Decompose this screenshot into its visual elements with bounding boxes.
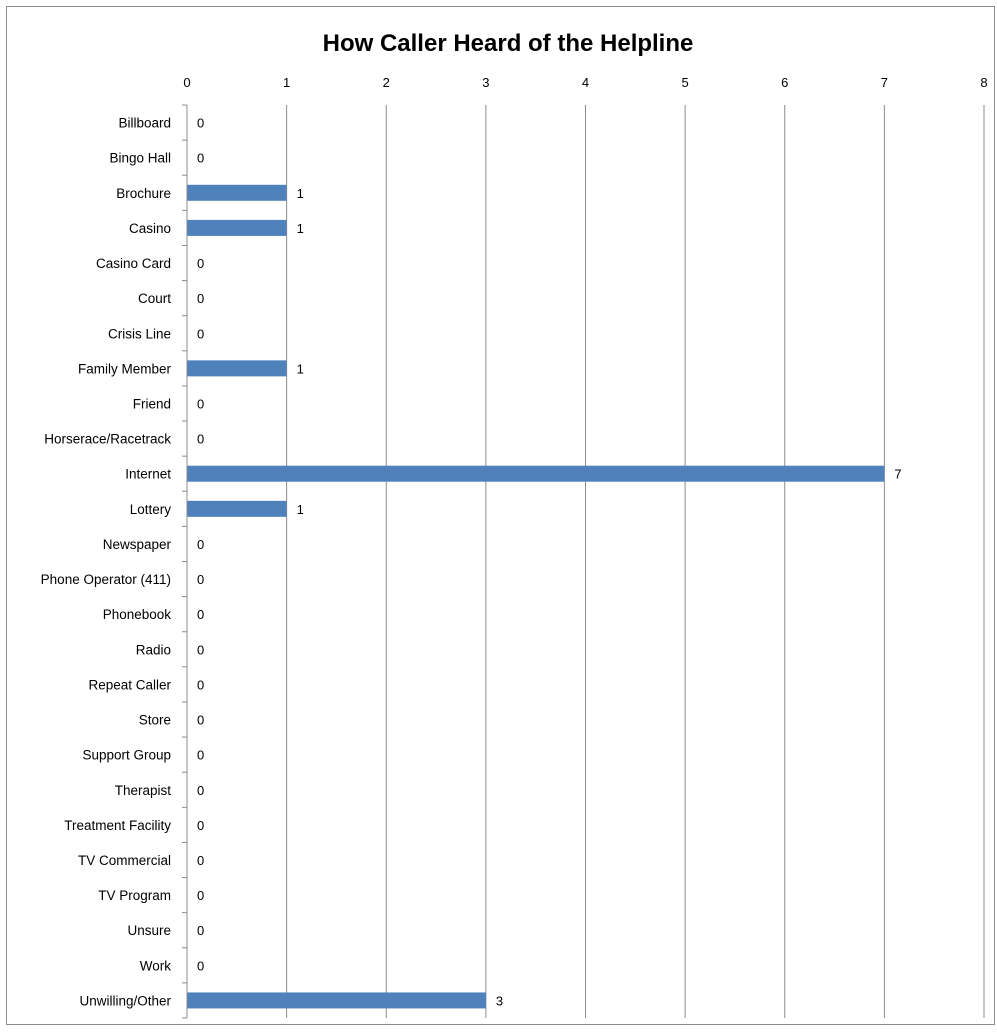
category-label: Billboard <box>118 116 171 131</box>
chart-frame <box>6 6 995 1025</box>
x-tick-label: 0 <box>183 75 190 90</box>
bar <box>187 219 287 236</box>
labels: 0 1 2 3 4 5 6 7 8 Billboard 0 Bingo Hall 0 Brochure 1 C… <box>41 75 988 1008</box>
data-label: 1 <box>297 361 304 376</box>
x-tick-label: 1 <box>283 75 290 90</box>
data-label: 0 <box>197 713 204 728</box>
x-tick-label: 7 <box>881 75 888 90</box>
gridlines <box>286 105 985 1018</box>
category-label: Store <box>139 713 171 728</box>
x-tick-label: 6 <box>781 75 788 90</box>
category-label: Internet <box>125 467 171 482</box>
data-label: 0 <box>197 572 204 587</box>
category-label: Work <box>140 958 172 973</box>
data-label: 0 <box>197 818 204 833</box>
data-label: 0 <box>197 748 204 763</box>
x-tick-label: 8 <box>980 75 987 90</box>
data-label: 0 <box>197 432 204 447</box>
category-label: Unsure <box>127 923 171 938</box>
data-label: 0 <box>197 537 204 552</box>
bar <box>187 992 486 1009</box>
category-label: Casino <box>129 221 171 236</box>
category-label: Lottery <box>130 502 172 517</box>
category-label: Phonebook <box>103 607 172 622</box>
data-label: 0 <box>197 923 204 938</box>
category-label: Brochure <box>116 186 171 201</box>
data-label: 0 <box>197 116 204 131</box>
category-label: Court <box>138 291 171 306</box>
bar <box>187 184 287 201</box>
data-label: 0 <box>197 677 204 692</box>
data-label: 0 <box>197 607 204 622</box>
bar <box>187 360 287 377</box>
category-label: TV Program <box>98 888 171 903</box>
category-label: Therapist <box>115 783 172 798</box>
data-label: 0 <box>197 151 204 166</box>
data-label: 0 <box>197 642 204 657</box>
category-label: Horserace/Racetrack <box>44 432 171 447</box>
data-label: 0 <box>197 256 204 271</box>
data-label: 1 <box>297 502 304 517</box>
data-label: 0 <box>197 396 204 411</box>
bar <box>187 500 287 517</box>
category-label: Family Member <box>78 361 172 376</box>
data-label: 0 <box>197 326 204 341</box>
x-tick-label: 5 <box>682 75 689 90</box>
data-label: 0 <box>197 853 204 868</box>
axes <box>182 104 188 1019</box>
data-label: 0 <box>197 783 204 798</box>
category-label: TV Commercial <box>78 853 171 868</box>
data-label: 0 <box>197 291 204 306</box>
category-label: Newspaper <box>103 537 172 552</box>
category-label: Unwilling/Other <box>79 993 171 1008</box>
bars <box>187 184 885 1009</box>
category-label: Casino Card <box>96 256 171 271</box>
category-label: Bingo Hall <box>109 151 171 166</box>
data-label: 3 <box>496 993 503 1008</box>
category-label: Repeat Caller <box>88 677 171 692</box>
category-label: Radio <box>136 642 171 657</box>
category-label: Support Group <box>82 748 171 763</box>
category-label: Friend <box>133 396 171 411</box>
x-tick-label: 2 <box>383 75 390 90</box>
bar <box>187 465 885 482</box>
category-label: Treatment Facility <box>64 818 171 833</box>
x-tick-label: 4 <box>582 75 589 90</box>
data-label: 0 <box>197 958 204 973</box>
category-label: Phone Operator (411) <box>41 572 171 587</box>
x-tick-label: 3 <box>482 75 489 90</box>
data-label: 1 <box>297 221 304 236</box>
category-label: Crisis Line <box>108 326 171 341</box>
data-label: 1 <box>297 186 304 201</box>
data-label: 7 <box>894 467 901 482</box>
chart-title: How Caller Heard of the Helpline <box>323 30 694 57</box>
data-label: 0 <box>197 888 204 903</box>
